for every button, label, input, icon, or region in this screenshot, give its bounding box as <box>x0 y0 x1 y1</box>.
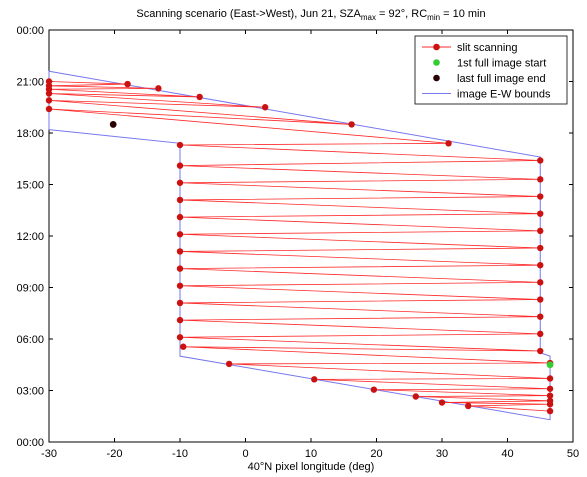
slit-point <box>546 375 554 382</box>
plot-area <box>45 70 554 421</box>
slit-point <box>537 347 544 355</box>
slit-point <box>196 93 203 101</box>
y-tick-label: 18:00 <box>16 128 44 140</box>
slit-point <box>412 393 419 400</box>
title-sub-min: min <box>427 13 440 22</box>
x-tick-label: 20 <box>370 448 382 460</box>
legend-image-start-swatch-marker <box>433 59 440 66</box>
slit-point <box>155 85 162 92</box>
x-tick-label: -20 <box>107 448 123 460</box>
x-tick-label: 10 <box>305 448 317 460</box>
slit-point <box>176 299 184 307</box>
slit-scanning-line <box>48 81 551 412</box>
slit-point <box>45 78 53 85</box>
slit-point <box>176 265 184 272</box>
title-middle: = 92°, RC <box>376 8 427 20</box>
slit-point <box>537 279 544 286</box>
y-tick-label: 06:00 <box>16 334 44 346</box>
slit-point <box>261 104 269 111</box>
slit-point <box>438 399 446 406</box>
title-sub-max: max <box>361 13 376 22</box>
slit-point <box>176 282 184 289</box>
x-axis: -30 -20 -10 0 10 20 30 40 50 <box>41 30 579 460</box>
slit-point <box>537 296 544 303</box>
slit-point <box>370 386 378 393</box>
x-axis-label: 40°N pixel longitude (deg) <box>248 461 375 473</box>
slit-point <box>176 141 184 149</box>
slit-point <box>176 248 184 255</box>
slit-point <box>537 330 544 338</box>
slit-point <box>537 210 544 217</box>
slit-point <box>176 162 184 169</box>
x-tick-label: 30 <box>436 448 448 460</box>
y-tick-label: 15:00 <box>16 180 44 192</box>
slit-point <box>311 376 318 383</box>
legend: slit scanning 1st full image start last fu… <box>414 35 568 105</box>
slit-point <box>45 97 53 104</box>
legend-bounds-label: image E-W bounds <box>457 89 551 101</box>
slit-point <box>537 227 544 235</box>
x-tick-label: 40 <box>501 448 513 460</box>
title-suffix: = 10 min <box>440 8 486 20</box>
legend-image-end-label: last full image end <box>457 73 546 85</box>
slit-point <box>176 316 184 324</box>
legend-box <box>414 35 568 105</box>
slit-point <box>546 397 554 404</box>
slit-point <box>176 196 184 204</box>
slit-point <box>124 80 131 88</box>
slit-point <box>537 157 544 164</box>
slit-point <box>465 402 472 410</box>
legend-image-start-label: 1st full image start <box>457 58 546 70</box>
x-tick-label: 50 <box>567 448 579 460</box>
legend-image-end-swatch-marker <box>433 74 440 82</box>
slit-point <box>176 213 184 221</box>
slit-point <box>537 193 544 200</box>
slit-point <box>537 176 544 183</box>
slit-point <box>537 244 544 252</box>
slit-point <box>348 121 355 128</box>
y-tick-label: 00:00 <box>16 437 44 449</box>
legend-slit-scanning-swatch-marker <box>433 43 440 51</box>
slit-point <box>176 231 184 238</box>
slit-point <box>45 105 53 113</box>
y-tick-label: 21:00 <box>16 77 44 89</box>
y-tick-label: 12:00 <box>16 231 44 243</box>
y-tick-label: 09:00 <box>16 283 44 295</box>
slit-point <box>176 334 184 341</box>
slit-point <box>180 343 187 350</box>
title-prefix: Scanning scenario (East->West), Jun 21, … <box>136 8 361 20</box>
slit-point <box>537 261 544 269</box>
y-tick-label: 00:00 <box>16 25 44 37</box>
slit-point <box>225 360 233 368</box>
x-tick-label: -30 <box>41 448 57 460</box>
image-start-point <box>546 361 554 369</box>
chart-title: Scanning scenario (East->West), Jun 21, … <box>136 8 485 22</box>
x-tick-label: 0 <box>242 448 248 460</box>
y-axis: 00:00 03:00 06:00 09:00 12:00 15:00 18:00 21:00… <box>16 25 573 449</box>
image-end-point <box>109 121 117 128</box>
x-tick-label: -10 <box>172 448 188 460</box>
y-tick-label: 03:00 <box>16 386 44 398</box>
slit-point <box>537 313 544 320</box>
slit-point <box>445 140 452 147</box>
legend-slit-scanning-label: slit scanning <box>457 42 518 54</box>
slit-point <box>176 179 184 186</box>
slit-point <box>546 392 554 399</box>
slit-point <box>546 407 554 415</box>
slit-point <box>546 385 554 392</box>
